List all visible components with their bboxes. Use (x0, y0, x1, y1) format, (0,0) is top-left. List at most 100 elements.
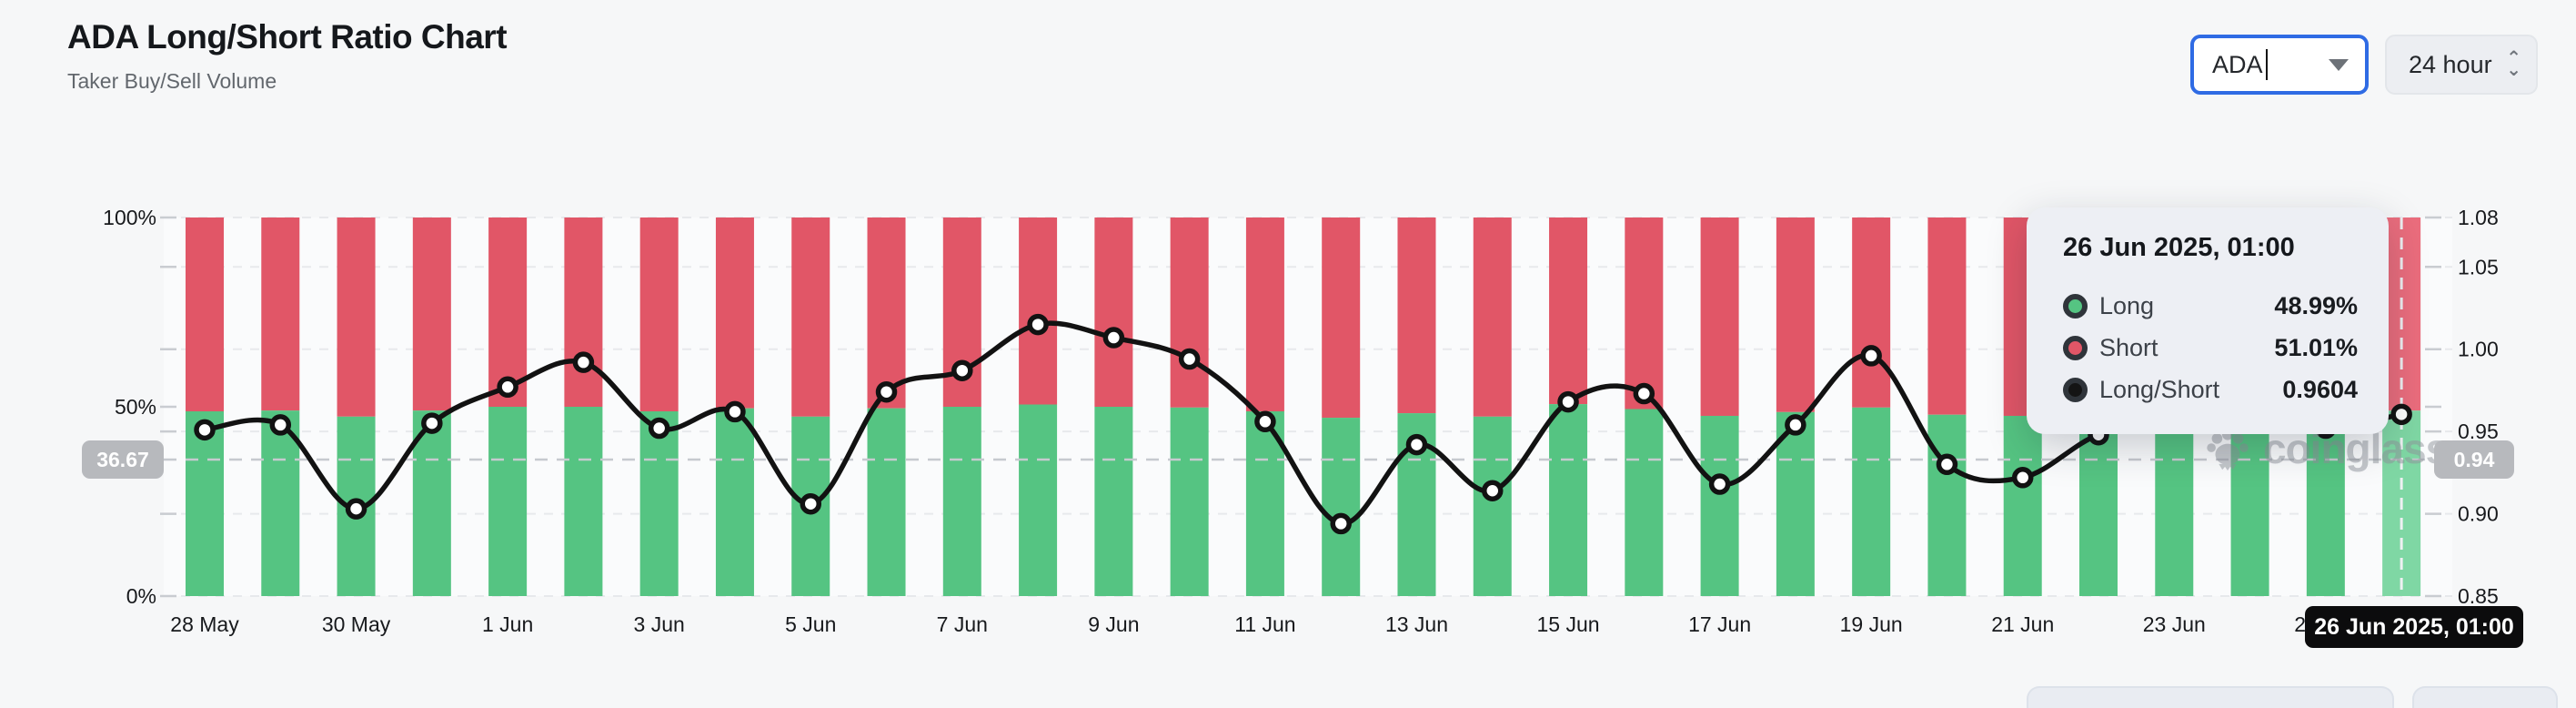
line-point[interactable] (1708, 473, 1731, 495)
line-point[interactable] (1860, 345, 1882, 367)
bar-short[interactable] (564, 217, 603, 407)
bar-short[interactable] (1549, 217, 1588, 405)
bar-short[interactable] (1170, 217, 1209, 408)
bar-short[interactable] (261, 217, 300, 411)
line-point[interactable] (1330, 512, 1352, 535)
line-point[interactable] (572, 351, 595, 373)
tooltip-row-label: Long (2099, 291, 2155, 319)
bar-short[interactable] (1700, 217, 1739, 416)
chart-tooltip: 26 Jun 2025, 01:00 Long 48.99% Short 51.01%… (2027, 207, 2389, 434)
up-down-chevrons-icon[interactable]: ⌃ ⌄ (2506, 48, 2521, 80)
right-axis-label: 1.00 (2458, 338, 2499, 361)
line-point[interactable] (2011, 467, 2034, 489)
bar-short[interactable] (488, 217, 528, 407)
line-point[interactable] (1936, 453, 1958, 476)
bar-long[interactable] (1625, 409, 1664, 596)
next-section-card-edge[interactable] (2027, 686, 2394, 708)
chevron-down-icon[interactable] (2329, 58, 2349, 71)
line-point[interactable] (875, 380, 898, 403)
bar-short[interactable] (639, 217, 679, 411)
line-point[interactable] (194, 419, 216, 441)
crosshair-left-badge: 36.67 (82, 440, 164, 479)
line-point[interactable] (1102, 327, 1125, 349)
bar-long[interactable] (1473, 416, 1512, 596)
interval-select[interactable]: 24 hour ⌃ ⌄ (2385, 35, 2538, 95)
line-point[interactable] (648, 417, 670, 440)
line-point[interactable] (345, 498, 367, 520)
bar-long[interactable] (1700, 415, 1739, 596)
chart-header: ADA Long/Short Ratio Chart Taker Buy/Sel… (67, 18, 508, 94)
line-point[interactable] (421, 412, 443, 434)
bar-long[interactable] (715, 408, 754, 596)
line-point[interactable] (269, 414, 292, 436)
bar-long[interactable] (2003, 415, 2042, 596)
bar-short[interactable] (337, 217, 376, 417)
bar-short[interactable] (1852, 217, 1891, 408)
line-point[interactable] (1785, 414, 1806, 436)
left-axis-label: 100% (103, 206, 156, 229)
bar-long[interactable] (1852, 407, 1891, 596)
bar-short[interactable] (1322, 217, 1361, 419)
bar-short[interactable] (412, 217, 451, 411)
x-axis-label: 30 May (322, 612, 391, 636)
tooltip-row: Long/Short 0.9604 (2063, 369, 2358, 410)
line-point[interactable] (1405, 433, 1428, 456)
bar-long[interactable] (1322, 418, 1361, 596)
x-axis-label: 9 Jun (1088, 612, 1139, 636)
line-point[interactable] (1254, 410, 1276, 433)
line-point[interactable] (1633, 382, 1655, 405)
left-axis-label: 0% (126, 584, 156, 608)
x-axis-label: 1 Jun (482, 612, 533, 636)
page-title: ADA Long/Short Ratio Chart (67, 18, 508, 56)
line-point[interactable] (800, 492, 821, 515)
bar-long[interactable] (942, 407, 981, 596)
tooltip-row-value: 48.99% (2274, 291, 2358, 319)
bar-long[interactable] (186, 410, 224, 596)
bar-short[interactable] (1927, 217, 1967, 415)
bar-long[interactable] (1094, 407, 1133, 596)
bar-short[interactable] (1245, 217, 1284, 411)
bar-short[interactable] (1776, 217, 1815, 412)
bar-long[interactable] (488, 407, 528, 596)
bar-long[interactable] (1549, 404, 1588, 596)
tooltip-row: Long 48.99% (2063, 285, 2358, 327)
bar-short[interactable] (715, 217, 754, 409)
line-point[interactable] (2390, 403, 2412, 426)
x-axis-label: 5 Jun (785, 612, 836, 636)
bar-short[interactable] (791, 217, 830, 417)
line-point[interactable] (1557, 390, 1579, 413)
bar-long[interactable] (261, 410, 300, 596)
bar-long[interactable] (564, 407, 603, 596)
bar-short[interactable] (1473, 217, 1512, 417)
tooltip-row-label: Short (2099, 333, 2158, 361)
bar-long[interactable] (867, 408, 906, 596)
x-axis-label: 17 Jun (1688, 612, 1751, 636)
line-point[interactable] (951, 359, 973, 381)
bar-long[interactable] (2306, 409, 2345, 596)
x-axis-label: 11 Jun (1234, 612, 1295, 636)
bar-long[interactable] (1170, 407, 1209, 596)
line-point[interactable] (724, 400, 746, 423)
line-point[interactable] (497, 376, 518, 399)
x-axis-label: 13 Jun (1385, 612, 1448, 636)
bar-long[interactable] (1019, 404, 1058, 596)
left-axis-label: 50% (115, 395, 156, 419)
bar-long[interactable] (639, 410, 679, 596)
line-point[interactable] (1178, 348, 1201, 370)
x-axis-label: 28 May (170, 612, 239, 636)
bar-short[interactable] (1397, 217, 1436, 414)
line-point[interactable] (1482, 480, 1504, 501)
bar-short[interactable] (1625, 217, 1664, 410)
bar-long[interactable] (1927, 414, 1967, 596)
tooltip-row: Short 51.01% (2063, 327, 2358, 369)
bar-short[interactable] (867, 217, 906, 409)
bar-short[interactable] (1094, 217, 1133, 407)
bar-long[interactable] (412, 410, 451, 596)
line-point[interactable] (1027, 313, 1049, 336)
bar-long[interactable] (1776, 411, 1815, 596)
symbol-select[interactable]: ADA (2190, 35, 2369, 95)
next-section-card-edge-small[interactable] (2412, 686, 2558, 708)
bar-short[interactable] (1019, 217, 1058, 405)
bar-short[interactable] (186, 217, 224, 411)
bar-long[interactable] (2155, 410, 2194, 596)
